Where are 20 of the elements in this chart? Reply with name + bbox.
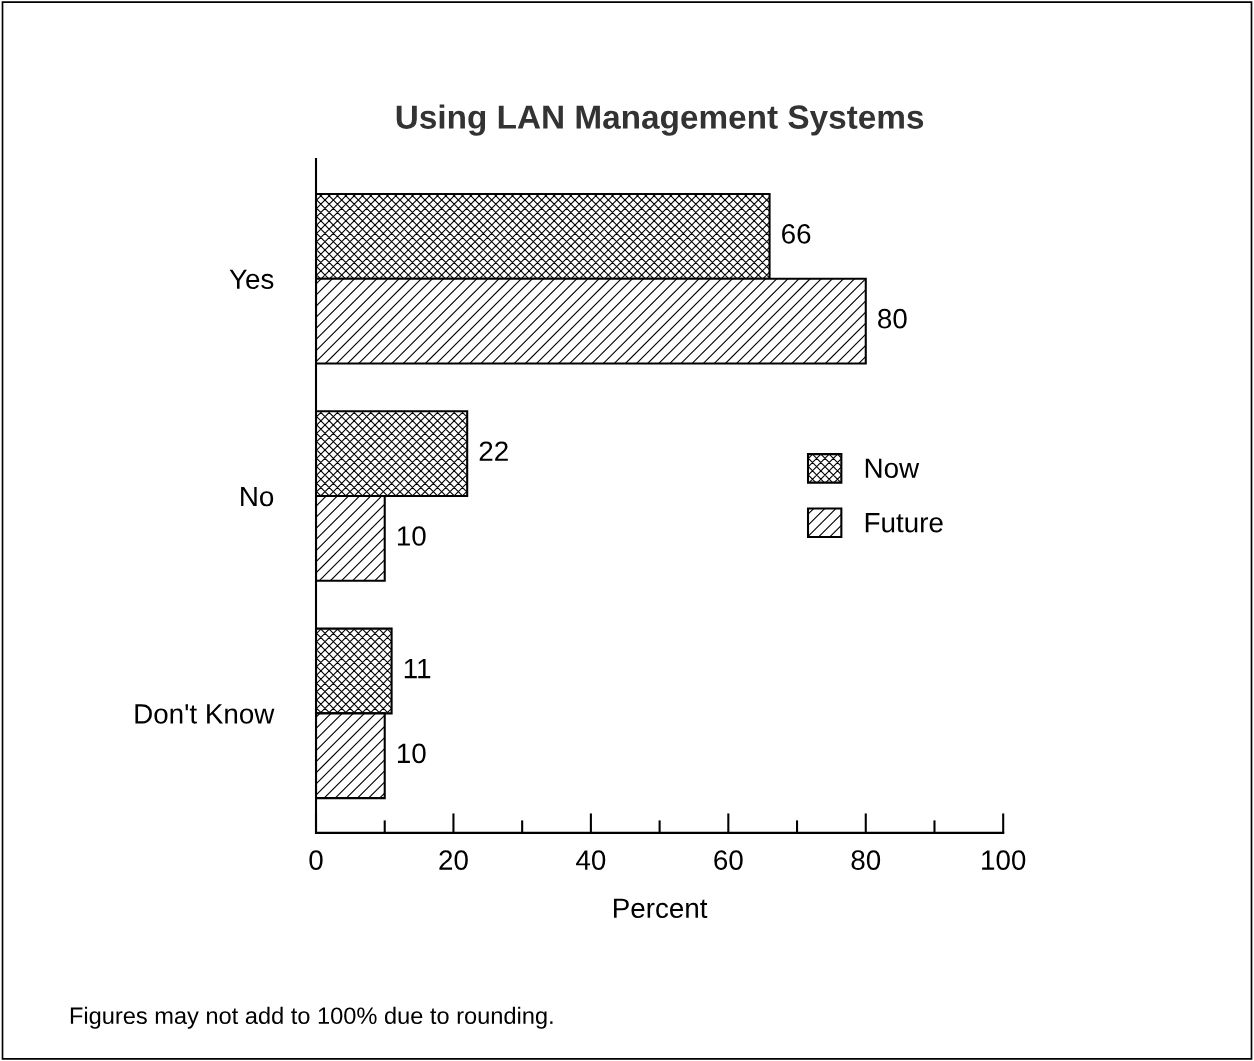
legend-label: Now bbox=[865, 458, 920, 479]
x-tick-label: 100 bbox=[982, 850, 1026, 870]
x-tick-label: 40 bbox=[576, 850, 606, 870]
x-axis-title: Percent bbox=[614, 898, 708, 919]
y-tick-label: No bbox=[241, 486, 274, 507]
x-tick-label: 80 bbox=[851, 850, 881, 870]
y-tick-label: Yes bbox=[229, 269, 274, 290]
data-label: 66 bbox=[782, 224, 811, 244]
text: Figures may not add to 100% due to rounding. bbox=[70, 1006, 553, 1029]
x-tick-label: 0 bbox=[309, 850, 323, 870]
data-label: 10 bbox=[397, 743, 426, 764]
data-label: 11 bbox=[404, 659, 431, 679]
data-label: 10 bbox=[397, 526, 426, 546]
data-label: 22 bbox=[479, 441, 508, 461]
x-tick-label: 20 bbox=[439, 850, 468, 870]
data-label: 80 bbox=[878, 308, 907, 329]
y-tick-label: Don't Know bbox=[135, 704, 275, 724]
x-tick-label: 60 bbox=[714, 850, 743, 870]
chart-title: Using LAN Management Systems bbox=[396, 104, 924, 136]
legend-label: Future bbox=[865, 513, 943, 533]
